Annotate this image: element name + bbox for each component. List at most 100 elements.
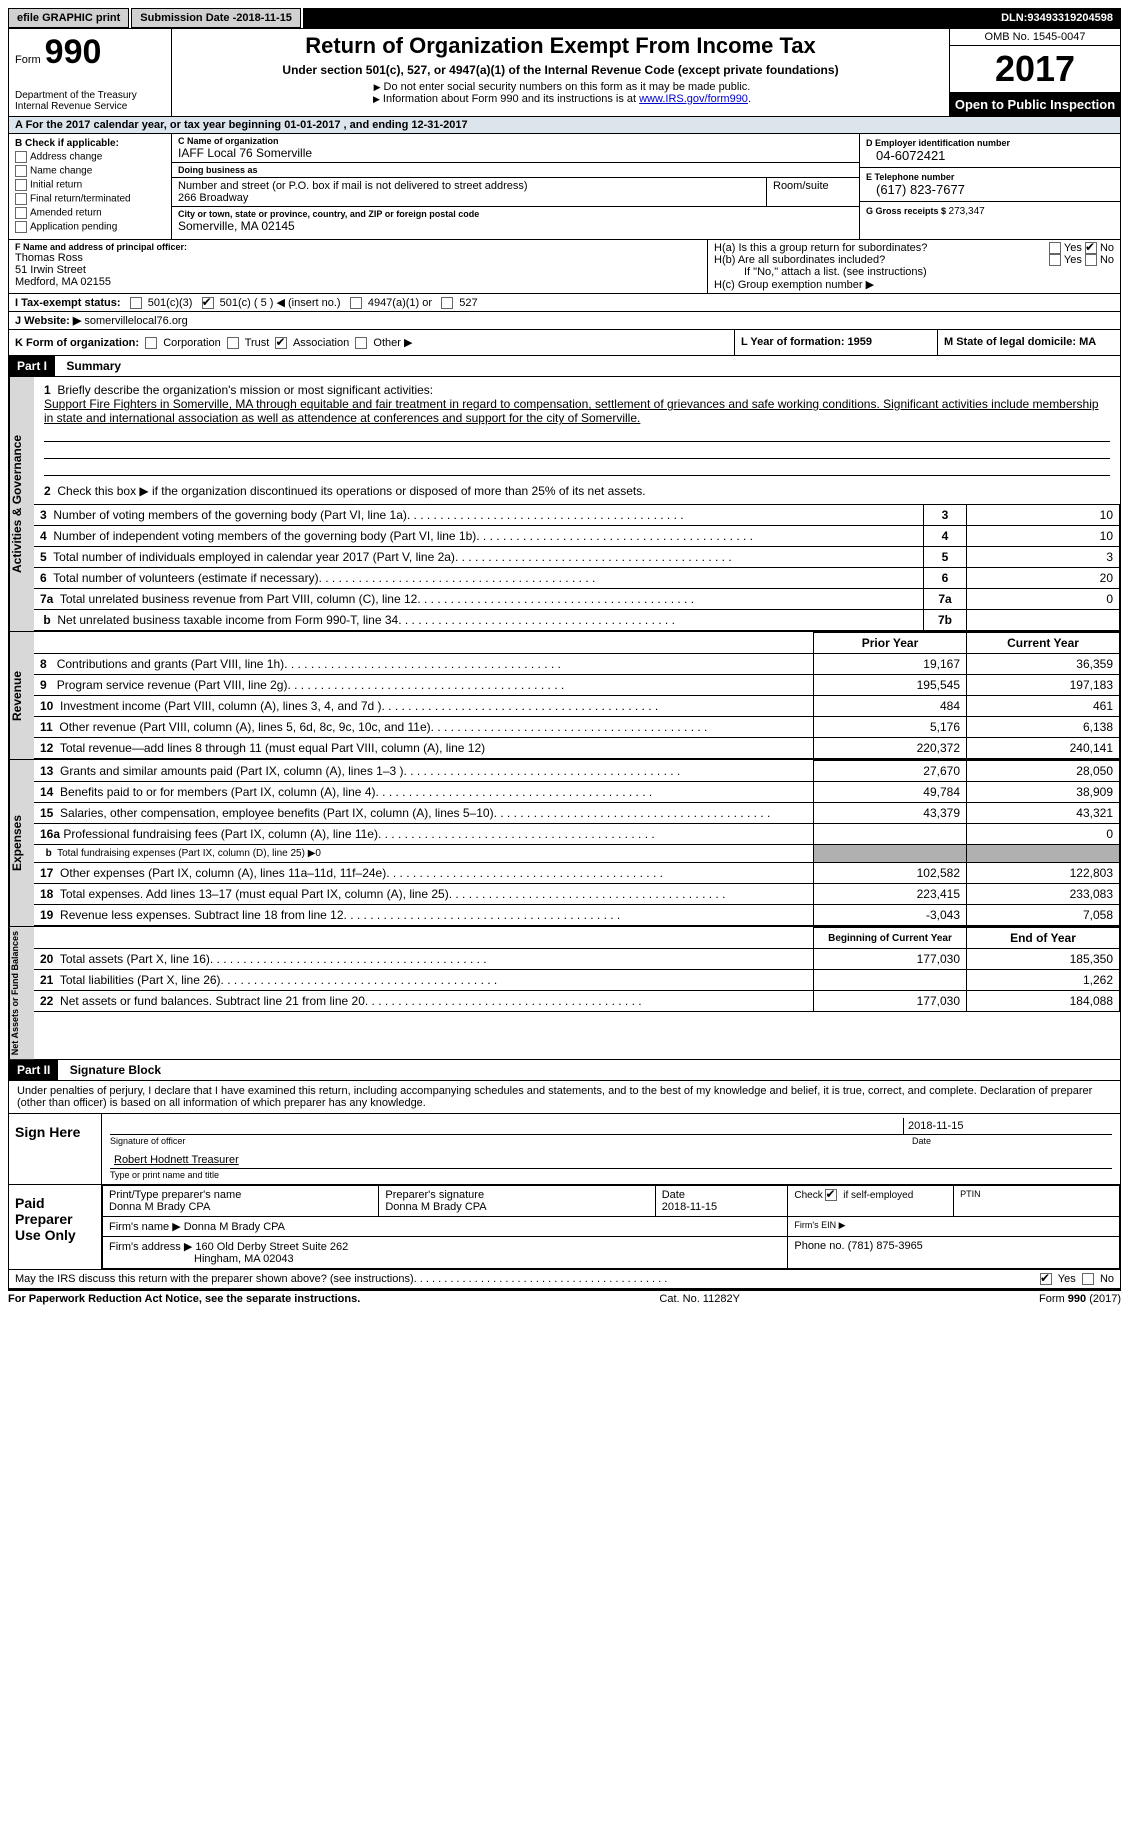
line1-mission: 1 Briefly describe the organization's mi… — [34, 377, 1120, 484]
ha-label: H(a) Is this a group return for subordin… — [714, 242, 1049, 254]
note-info: Information about Form 990 and its instr… — [383, 93, 639, 105]
part2-header: Part II Signature Block — [8, 1060, 1121, 1081]
q2-text: Check this box ▶ if the organization dis… — [57, 484, 645, 498]
line7a-val: 0 — [967, 589, 1120, 610]
opt-corp: Corporation — [163, 337, 220, 349]
line14-lbl: Benefits paid to or for members (Part IX… — [60, 785, 375, 799]
chk-527[interactable] — [441, 297, 453, 309]
city-value: Somerville, MA 02145 — [178, 219, 853, 233]
col-d-ids: D Employer identification number 04-6072… — [859, 134, 1120, 239]
main-info-block: B Check if applicable: Address change Na… — [8, 134, 1121, 240]
firm-ein-lbl: Firm's EIN ▶ — [788, 1217, 1120, 1237]
sig-date-value: 2018-11-15 — [903, 1118, 1112, 1134]
footer-right: Form 990 (2017) — [1039, 1293, 1121, 1305]
row-a-taxyear: A For the 2017 calendar year, or tax yea… — [8, 117, 1121, 134]
efile-print-btn[interactable]: efile GRAPHIC print — [8, 8, 129, 28]
header-left: Form 990 Department of the Treasury Inte… — [9, 29, 172, 116]
line15-py: 43,379 — [814, 803, 967, 824]
officer-name-value: Robert Hodnett Treasurer — [110, 1152, 1112, 1168]
vtab-governance: Activities & Governance — [9, 377, 34, 631]
dept: Department of the Treasury Internal Reve… — [15, 90, 165, 112]
chk-assoc[interactable] — [275, 337, 287, 349]
hdr-eoy: End of Year — [967, 928, 1120, 949]
lbl-amended: Amended return — [30, 208, 102, 219]
firm-addr-lbl: Firm's address ▶ — [109, 1241, 195, 1253]
line12-py: 220,372 — [814, 738, 967, 759]
line8-py: 19,167 — [814, 654, 967, 675]
topbar: efile GRAPHIC print Submission Date - 20… — [8, 8, 1121, 28]
row-j-website: J Website: ▶ somervillelocal76.org — [8, 312, 1121, 330]
prep-name-val: Donna M Brady CPA — [109, 1201, 372, 1213]
line21-py — [814, 970, 967, 991]
opt-assoc: Association — [293, 337, 349, 349]
prep-date-lbl: Date — [662, 1189, 782, 1201]
irs-link[interactable]: www.IRS.gov/form990 — [639, 93, 748, 105]
topbar-spacer — [303, 8, 993, 28]
chk-ha-no[interactable] — [1085, 242, 1097, 254]
ha-no: No — [1100, 242, 1114, 254]
line18-py: 223,415 — [814, 884, 967, 905]
opt-4947: 4947(a)(1) or — [368, 297, 432, 309]
chk-501c3[interactable] — [130, 297, 142, 309]
vtab-revenue: Revenue — [9, 632, 34, 759]
line15-lbl: Salaries, other compensation, employee b… — [60, 806, 494, 820]
line20-lbl: Total assets (Part X, line 16) — [60, 952, 210, 966]
line9-cy: 197,183 — [967, 675, 1120, 696]
chk-name-change[interactable] — [15, 165, 27, 177]
prep-sig-lbl: Preparer's signature — [385, 1189, 648, 1201]
chk-application-pending[interactable] — [15, 221, 27, 233]
open-to-public: Open to Public Inspection — [950, 93, 1120, 116]
chk-self-employed[interactable] — [825, 1189, 837, 1201]
note-ssn: Do not enter social security numbers on … — [384, 81, 751, 93]
chk-final-return[interactable] — [15, 193, 27, 205]
line6-num: 6 — [924, 568, 967, 589]
line15-cy: 43,321 — [967, 803, 1120, 824]
street-value: 266 Broadway — [178, 192, 760, 204]
chk-initial-return[interactable] — [15, 179, 27, 191]
line7b-val — [967, 610, 1120, 631]
prep-check-text: Check if self-employed — [794, 1190, 913, 1201]
chk-amended[interactable] — [15, 207, 27, 219]
chk-other[interactable] — [355, 337, 367, 349]
chk-trust[interactable] — [227, 337, 239, 349]
org-name: IAFF Local 76 Somerville — [178, 146, 853, 160]
tax-status-label: I Tax-exempt status: — [15, 297, 121, 309]
line17-cy: 122,803 — [967, 863, 1120, 884]
line13-py: 27,670 — [814, 761, 967, 782]
discuss-row: May the IRS discuss this return with the… — [8, 1270, 1121, 1289]
row-klm: K Form of organization: Corporation Trus… — [8, 330, 1121, 356]
officer-label: F Name and address of principal officer: — [15, 242, 701, 252]
lbl-final-return: Final return/terminated — [30, 194, 131, 205]
chk-4947[interactable] — [350, 297, 362, 309]
line12-cy: 240,141 — [967, 738, 1120, 759]
submission-date-value: 2018-11-15 — [236, 12, 292, 24]
chk-hb-yes[interactable] — [1049, 254, 1061, 266]
line14-cy: 38,909 — [967, 782, 1120, 803]
chk-address-change[interactable] — [15, 151, 27, 163]
hdr-curr: Current Year — [967, 633, 1120, 654]
line22-lbl: Net assets or fund balances. Subtract li… — [60, 994, 365, 1008]
hdr-boy: Beginning of Current Year — [814, 928, 967, 949]
chk-ha-yes[interactable] — [1049, 242, 1061, 254]
row-m-state: M State of legal domicile: MA — [938, 330, 1120, 355]
sig-officer-label: Signature of officer — [110, 1135, 912, 1146]
lbl-address-change: Address change — [30, 152, 102, 163]
chk-discuss-no[interactable] — [1082, 1273, 1094, 1285]
dln-value: 93493319204598 — [1027, 12, 1113, 24]
form-header: Form 990 Department of the Treasury Inte… — [8, 28, 1121, 117]
row-i-tax-status: I Tax-exempt status: 501(c)(3) 501(c) ( … — [8, 294, 1121, 312]
chk-discuss-yes[interactable] — [1040, 1273, 1052, 1285]
q1-label: Briefly describe the organization's miss… — [57, 383, 433, 397]
line13-cy: 28,050 — [967, 761, 1120, 782]
firm-name-val: Donna M Brady CPA — [184, 1221, 285, 1233]
line6-lbl: Total number of volunteers (estimate if … — [53, 571, 318, 585]
sig-date-label: Date — [912, 1135, 1112, 1146]
net-assets-table: Beginning of Current YearEnd of Year 20 … — [34, 927, 1120, 1012]
lbl-initial-return: Initial return — [30, 180, 82, 191]
line9-py: 195,545 — [814, 675, 967, 696]
chk-501c[interactable] — [202, 297, 214, 309]
chk-corp[interactable] — [145, 337, 157, 349]
page-footer: For Paperwork Reduction Act Notice, see … — [8, 1289, 1121, 1305]
line5-lbl: Total number of individuals employed in … — [53, 550, 455, 564]
chk-hb-no[interactable] — [1085, 254, 1097, 266]
